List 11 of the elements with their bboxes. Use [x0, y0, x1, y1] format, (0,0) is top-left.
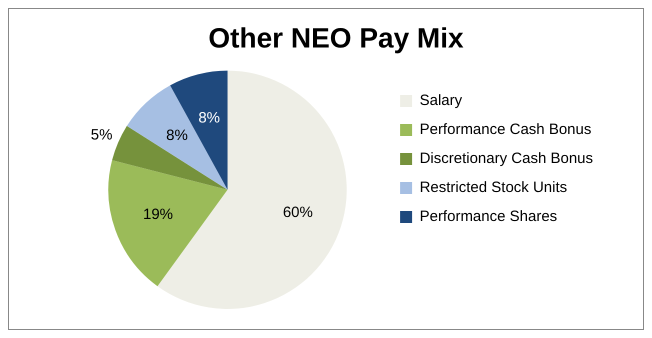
data-label: 8%: [198, 109, 220, 126]
data-label: 19%: [142, 206, 174, 223]
data-label: 8%: [166, 127, 188, 144]
legend-label: Discretionary Cash Bonus: [420, 150, 594, 168]
legend-label: Performance Cash Bonus: [420, 121, 592, 138]
legend-label: Salary: [420, 92, 463, 110]
data-label: 5%: [90, 126, 112, 144]
chart-title: Other NEO Pay Mix: [208, 22, 464, 54]
legend-label: Restricted Stock Units: [420, 179, 568, 196]
legend-label: Performance Shares: [420, 208, 558, 226]
data-label: 60%: [282, 204, 313, 221]
